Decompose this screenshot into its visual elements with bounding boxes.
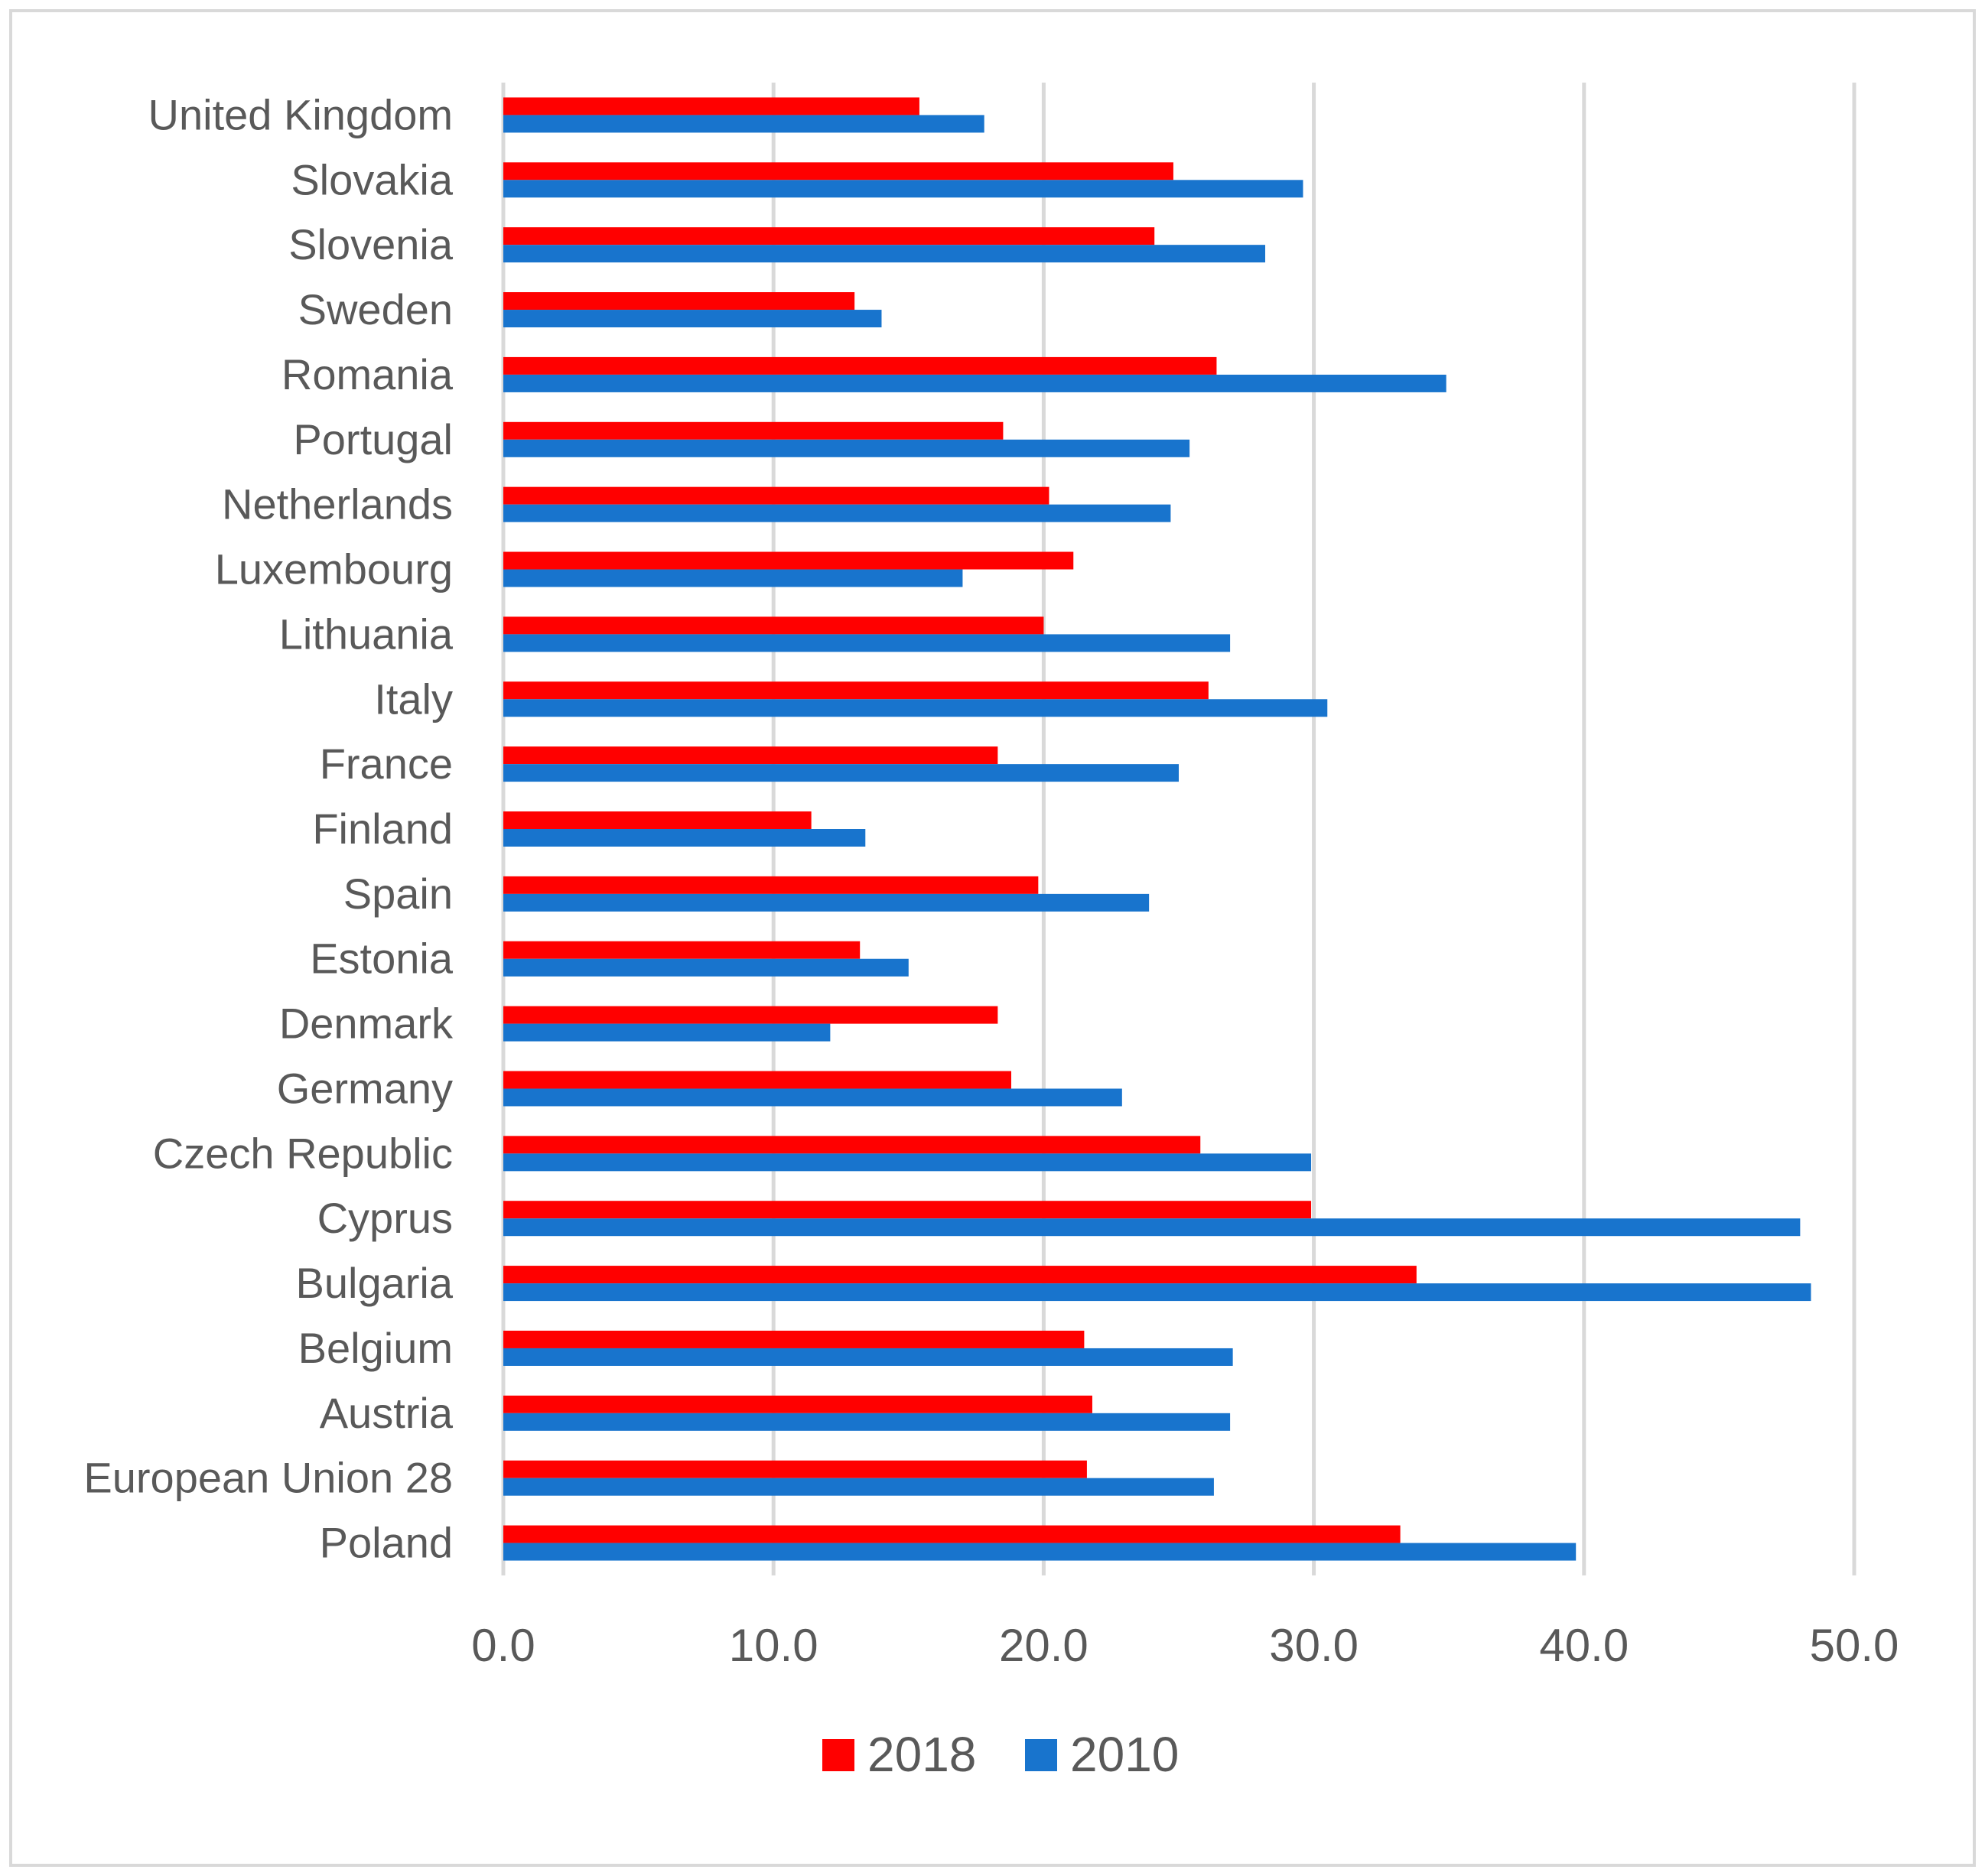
x-tick-label: 40.0 <box>1539 1620 1629 1671</box>
x-tick-label: 20.0 <box>999 1620 1088 1671</box>
bar-2010-lithuania <box>503 634 1231 652</box>
bar-2010-austria <box>503 1413 1231 1431</box>
bar-2018-cyprus <box>503 1201 1312 1219</box>
bar-2018-luxembourg <box>503 551 1074 570</box>
category-label-belgium: Belgium <box>298 1324 453 1372</box>
bar-2010-denmark <box>503 1023 831 1042</box>
category-label-sweden: Sweden <box>298 285 453 333</box>
category-label-italy: Italy <box>374 675 453 723</box>
bar-2018-slovakia <box>503 162 1173 180</box>
bar-2018-united-kingdom <box>503 97 919 115</box>
category-label-estonia: Estonia <box>310 935 454 983</box>
legend-swatch-2018 <box>822 1739 854 1771</box>
category-label-romania: Romania <box>281 350 454 398</box>
category-labels: United Kingdom Slovakia Slovenia Sweden Roma… <box>83 90 454 1566</box>
category-label-spain: Spain <box>343 870 453 918</box>
bar-2018-european-union-28 <box>503 1460 1087 1478</box>
category-label-france: France <box>320 740 453 788</box>
bar-2018-estonia <box>503 941 861 959</box>
category-label-germany: Germany <box>277 1064 453 1112</box>
category-label-european-union-28: European Union 28 <box>83 1454 453 1502</box>
x-tick-label: 30.0 <box>1269 1620 1359 1671</box>
bar-2010-sweden <box>503 310 882 328</box>
bar-2010-european-union-28 <box>503 1478 1214 1496</box>
bar-2018-france <box>503 746 998 765</box>
x-axis-tick-labels: 0.0 10.0 20.0 30.0 40.0 50.0 <box>471 1620 1899 1671</box>
category-label-cyprus: Cyprus <box>317 1194 453 1242</box>
category-label-finland: Finland <box>312 805 453 853</box>
bar-2018-poland <box>503 1525 1401 1543</box>
legend-swatch-2010 <box>1025 1739 1057 1771</box>
legend-label-2018: 2018 <box>867 1727 976 1782</box>
category-label-luxembourg: Luxembourg <box>215 545 453 593</box>
bar-2018-sweden <box>503 292 855 310</box>
bar-2010-belgium <box>503 1348 1233 1366</box>
category-label-austria: Austria <box>320 1389 454 1437</box>
bar-2010-finland <box>503 829 866 847</box>
x-tick-label: 10.0 <box>729 1620 818 1671</box>
category-label-bulgaria: Bulgaria <box>296 1259 454 1307</box>
bar-2010-bulgaria <box>503 1283 1811 1302</box>
bar-2010-germany <box>503 1088 1122 1107</box>
bar-2018-spain <box>503 876 1039 894</box>
category-label-slovakia: Slovakia <box>291 155 454 203</box>
category-label-slovenia: Slovenia <box>288 220 454 268</box>
category-label-united-kingdom: United Kingdom <box>148 90 453 138</box>
x-tick-label: 0.0 <box>471 1620 535 1671</box>
bar-2010-italy <box>503 699 1328 717</box>
x-tick-label: 50.0 <box>1810 1620 1899 1671</box>
bar-2010-netherlands <box>503 504 1171 522</box>
bar-2018-czech-republic <box>503 1136 1201 1154</box>
bar-2018-romania <box>503 356 1217 375</box>
category-label-poland: Poland <box>320 1519 453 1567</box>
bar-2010-slovenia <box>503 245 1266 263</box>
bar-2010-luxembourg <box>503 569 963 587</box>
category-label-netherlands: Netherlands <box>222 480 453 528</box>
bar-2018-denmark <box>503 1006 998 1024</box>
bar-2010-poland <box>503 1543 1577 1561</box>
bar-2010-portugal <box>503 439 1190 457</box>
bar-2018-italy <box>503 681 1209 700</box>
bar-2010-united-kingdom <box>503 115 984 133</box>
gridlines <box>501 83 1856 1575</box>
bar-2010-france <box>503 764 1179 782</box>
bar-2018-netherlands <box>503 486 1049 505</box>
category-label-portugal: Portugal <box>293 415 453 463</box>
category-label-lithuania: Lithuania <box>279 610 454 658</box>
bars <box>503 97 1811 1561</box>
bar-2010-spain <box>503 893 1150 912</box>
bar-2018-finland <box>503 811 812 829</box>
legend-label-2010: 2010 <box>1070 1727 1179 1782</box>
bar-2018-bulgaria <box>503 1266 1417 1284</box>
category-label-czech-republic: Czech Republic <box>153 1129 453 1177</box>
category-label-denmark: Denmark <box>279 1000 454 1048</box>
bar-2018-lithuania <box>503 616 1044 635</box>
bar-2018-austria <box>503 1395 1092 1413</box>
legend: 2018 2010 <box>822 1727 1179 1782</box>
bar-2010-slovakia <box>503 180 1303 198</box>
bar-2018-germany <box>503 1071 1012 1089</box>
bar-2018-portugal <box>503 421 1004 440</box>
bar-2010-estonia <box>503 958 909 977</box>
bar-2010-czech-republic <box>503 1153 1312 1172</box>
bar-2018-belgium <box>503 1330 1085 1348</box>
bar-2010-romania <box>503 374 1446 392</box>
bar-2018-slovenia <box>503 227 1155 245</box>
bar-2010-cyprus <box>503 1218 1801 1237</box>
